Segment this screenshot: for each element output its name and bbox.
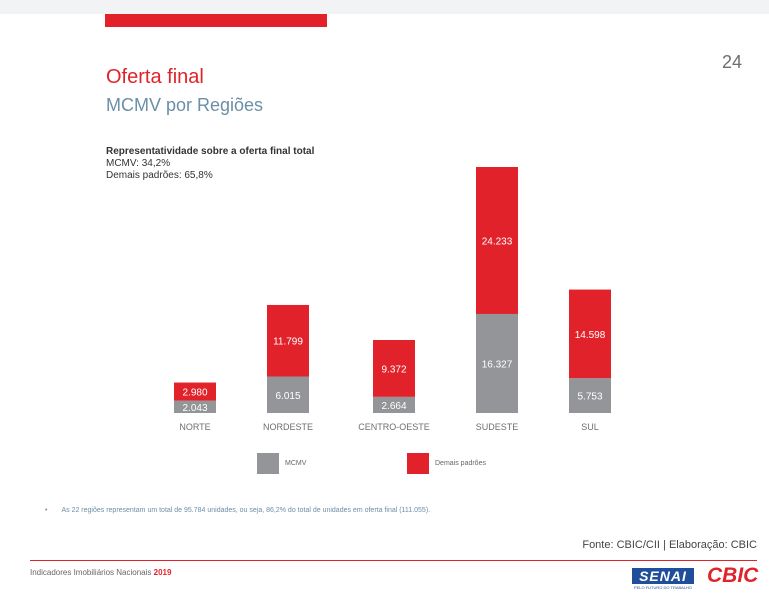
representativeness-box: Representatividade sobre a oferta final … [106,146,314,182]
legend-swatch-demais [407,453,429,474]
page-subtitle: MCMV por Regiões [106,95,264,115]
data-label-mcmv-sudeste: 16.327 [482,359,513,370]
category-label-nordeste: NORDESTE [263,422,313,432]
category-label-sudeste: SUDESTE [476,422,519,432]
bar-mcmv-sul [569,378,611,413]
bar-mcmv-centro-oeste [373,396,415,413]
footer-year: 2019 [153,568,172,577]
representativeness-demais: Demais padrões: 65,8% [106,170,213,181]
footer-label: Indicadores Imobiliários Nacionais 2019 [30,568,171,577]
data-label-mcmv-centro-oeste: 2.664 [381,401,406,412]
data-label-demais-norte: 2.980 [182,388,207,399]
bar-demais-norte [174,382,216,401]
bar-demais-sul [569,289,611,379]
data-label-demais-centro-oeste: 9.372 [381,364,406,375]
data-label-demais-sul: 14.598 [575,330,606,341]
bar-demais-nordeste [267,304,309,377]
legend-label-demais: Demais padrões [435,460,486,467]
representativeness-heading: Representatividade sobre a oferta final … [106,146,315,157]
bar-mcmv-nordeste [267,376,309,413]
legend-item-mcmv: MCMV [257,453,306,474]
footnote-bullet: • [45,507,48,514]
top-band [0,0,769,14]
footnote: • As 22 regiões representam um total de 9… [45,507,430,514]
bar-mcmv-norte [174,400,216,413]
footer-divider [30,560,757,561]
cbic-logo: CBIC [707,564,759,587]
footer-label-text: Indicadores Imobiliários Nacionais [30,568,152,577]
bar-mcmv-sudeste [476,313,518,413]
senai-logo: SENAI PELO FUTURO DO TRABALHO [632,568,694,590]
data-label-mcmv-norte: 2.043 [182,403,207,414]
legend-label-mcmv: MCMV [285,460,307,467]
header-accent-bar [105,14,327,27]
footnote-text: As 22 regiões representam um total de 95… [61,507,431,514]
data-label-demais-sudeste: 24.233 [482,236,513,247]
page-number: 24 [722,52,743,72]
legend-swatch-mcmv [257,453,279,474]
category-label-norte: NORTE [179,422,210,432]
source-note: Fonte: CBIC/CII | Elaboração: CBIC [582,539,757,551]
bar-demais-centro-oeste [373,340,415,397]
category-label-centro-oeste: CENTRO-OESTE [358,422,430,432]
senai-logo-mark: SENAI [632,568,694,584]
legend-item-demais: Demais padrões [407,453,486,474]
page-title: Oferta final [106,66,204,88]
senai-logo-tagline: PELO FUTURO DO TRABALHO [633,585,693,590]
data-label-demais-nordeste: 11.799 [273,337,303,348]
bar-demais-sudeste [476,167,518,314]
representativeness-mcmv: MCMV: 34,2% [106,158,171,169]
data-label-mcmv-sul: 5.753 [577,392,602,403]
category-label-sul: SUL [581,422,599,432]
data-label-mcmv-nordeste: 6.015 [275,391,300,402]
